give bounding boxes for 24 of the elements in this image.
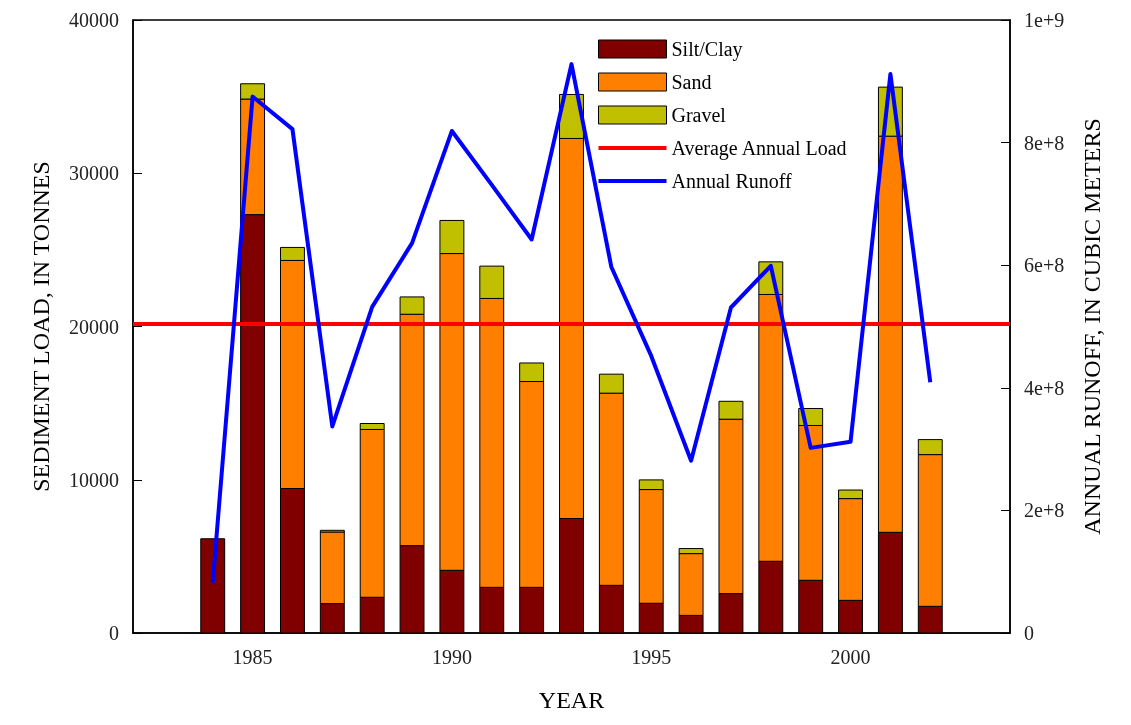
legend-label: Gravel (671, 104, 727, 126)
y2-tick-label: 6e+8 (1024, 254, 1065, 277)
y2-tick-label: 1e+9 (1024, 9, 1065, 31)
y2-tick-label: 0 (1024, 622, 1034, 644)
legend-label: Annual Runoff (671, 170, 793, 192)
legend-label: Sand (671, 71, 712, 93)
legend-label: Silt/Clay (671, 38, 743, 61)
line-series (210, 62, 933, 585)
legend-label: Average Annual Load (671, 137, 847, 160)
y-tick-label: 0 (109, 622, 119, 644)
y-axis-title: SEDIMENT LOAD, IN TONNES (28, 161, 54, 492)
y2-tick-label: 2e+8 (1024, 499, 1065, 522)
y-tick-label: 10000 (69, 468, 119, 491)
y-tick-label: 30000 (69, 162, 119, 185)
y2-tick-label: 8e+8 (1024, 131, 1065, 154)
x-tick-label: 2000 (830, 646, 871, 668)
y2-axis-title: ANNUAL RUNOFF, IN CUBIC METERS (1079, 118, 1105, 535)
x-tick-label: 1985 (232, 646, 273, 668)
x-tick-label: 1990 (431, 646, 472, 668)
x-tick-label: 1995 (631, 646, 672, 668)
y-tick-label: 20000 (69, 315, 119, 338)
y-tick-label: 40000 (69, 9, 119, 31)
y2-tick-label: 4e+8 (1024, 376, 1065, 399)
x-axis-title: YEAR (538, 687, 605, 713)
